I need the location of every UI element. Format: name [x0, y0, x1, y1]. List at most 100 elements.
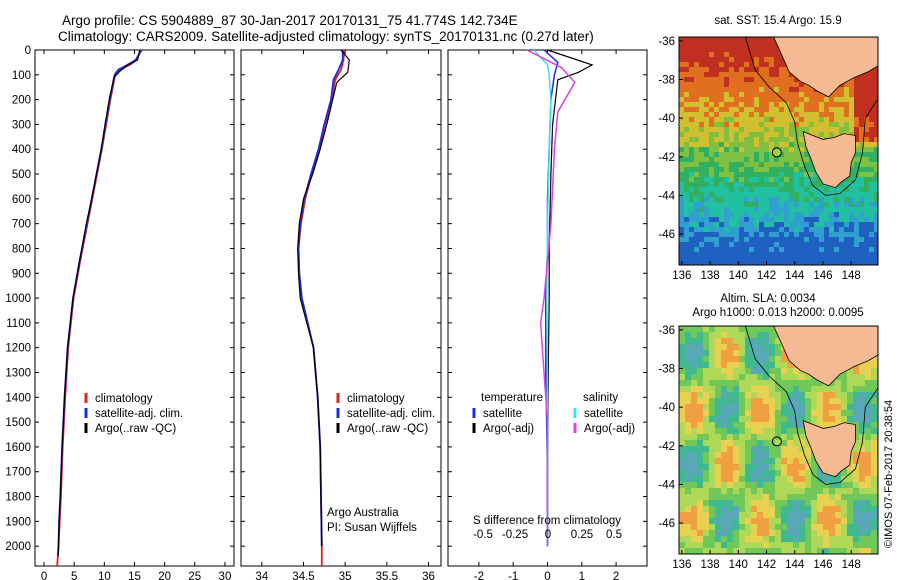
map-cell [764, 97, 769, 102]
map-cell [727, 434, 733, 440]
map-cell [769, 222, 774, 227]
map-cell [869, 237, 874, 242]
map-cell [699, 232, 704, 237]
map-cell [734, 192, 739, 197]
map-cell [757, 428, 763, 434]
map-cell [679, 152, 684, 157]
map-cell [691, 332, 697, 338]
map-cell [769, 488, 775, 494]
map-cell [865, 446, 871, 452]
map-cell [805, 542, 811, 548]
map-cell [804, 157, 809, 162]
map-cell [763, 530, 769, 536]
map-cell [864, 182, 869, 187]
sal-legend-label: Argo(..raw -QC) [347, 423, 428, 435]
map-cell [811, 410, 817, 416]
map-cell [805, 404, 811, 410]
map-cell [729, 122, 734, 127]
map-cell [814, 227, 819, 232]
map-cell [829, 536, 835, 542]
map-cell [694, 217, 699, 222]
map-cell [849, 222, 854, 227]
map-cell [754, 112, 759, 117]
map-cell [784, 182, 789, 187]
map-cell [817, 398, 823, 404]
map-cell [694, 62, 699, 67]
x-axis-label-top: S difference from climatology [473, 515, 621, 527]
map-cell [704, 72, 709, 77]
map-cell [744, 157, 749, 162]
map-cell [724, 147, 729, 152]
map-cell [729, 107, 734, 112]
map-cell [775, 464, 781, 470]
map-cell [839, 192, 844, 197]
map-cell [744, 47, 749, 52]
map-cell [734, 262, 739, 265]
map-cell [714, 147, 719, 152]
map-cell [751, 350, 757, 356]
map-cell [759, 182, 764, 187]
map-cell [679, 92, 684, 97]
map-cell [719, 177, 724, 182]
map-cell [684, 37, 689, 42]
map-cell [691, 536, 697, 542]
map-cell [814, 187, 819, 192]
map-cell [793, 518, 799, 524]
map-cell [733, 362, 739, 368]
map-cell [823, 482, 829, 488]
map-cell [823, 476, 829, 482]
map-cell [859, 237, 864, 242]
map-cell [864, 137, 869, 142]
map-cell [699, 207, 704, 212]
map-cell [874, 217, 878, 222]
map-cell [754, 162, 759, 167]
map-cell [727, 488, 733, 494]
map-cell [793, 428, 799, 434]
map-cell [787, 518, 793, 524]
map-cell [729, 257, 734, 262]
map-cell [763, 500, 769, 506]
map-cell [691, 518, 697, 524]
map-cell [739, 212, 744, 217]
map-cell [814, 242, 819, 247]
map-cell [874, 97, 878, 102]
map-cell [759, 127, 764, 132]
map-cell [734, 242, 739, 247]
map-cell [679, 344, 685, 350]
map-cell [819, 262, 824, 265]
map-cell [775, 416, 781, 422]
map-cell [733, 440, 739, 446]
map-cell [733, 356, 739, 362]
map-cell [759, 167, 764, 172]
map-cell [724, 222, 729, 227]
map-cell [764, 52, 769, 57]
map-cell [751, 380, 757, 386]
map-cell [809, 102, 814, 107]
map-cell [834, 217, 839, 222]
map-cell [709, 122, 714, 127]
map-cell [757, 356, 763, 362]
map-cell [684, 77, 689, 82]
map-cell [684, 217, 689, 222]
map-cell [829, 386, 835, 392]
map-cell [694, 107, 699, 112]
map-cell [697, 386, 703, 392]
map-cell [699, 217, 704, 222]
map-cell [739, 524, 745, 530]
map-cell [694, 127, 699, 132]
map-cell [775, 410, 781, 416]
map-cell [679, 102, 684, 107]
y-tick-label: 1900 [5, 516, 31, 528]
map-cell [823, 530, 829, 536]
map-cell [869, 202, 874, 207]
map-cell [871, 548, 877, 554]
map-cell [774, 47, 779, 52]
y-tick-label: -46 [658, 518, 675, 530]
map-cell [784, 212, 789, 217]
map-cell [793, 524, 799, 530]
map-cell [864, 237, 869, 242]
map-cell [754, 77, 759, 82]
map-cell [844, 237, 849, 242]
map-cell [859, 362, 865, 368]
map-cell [699, 172, 704, 177]
